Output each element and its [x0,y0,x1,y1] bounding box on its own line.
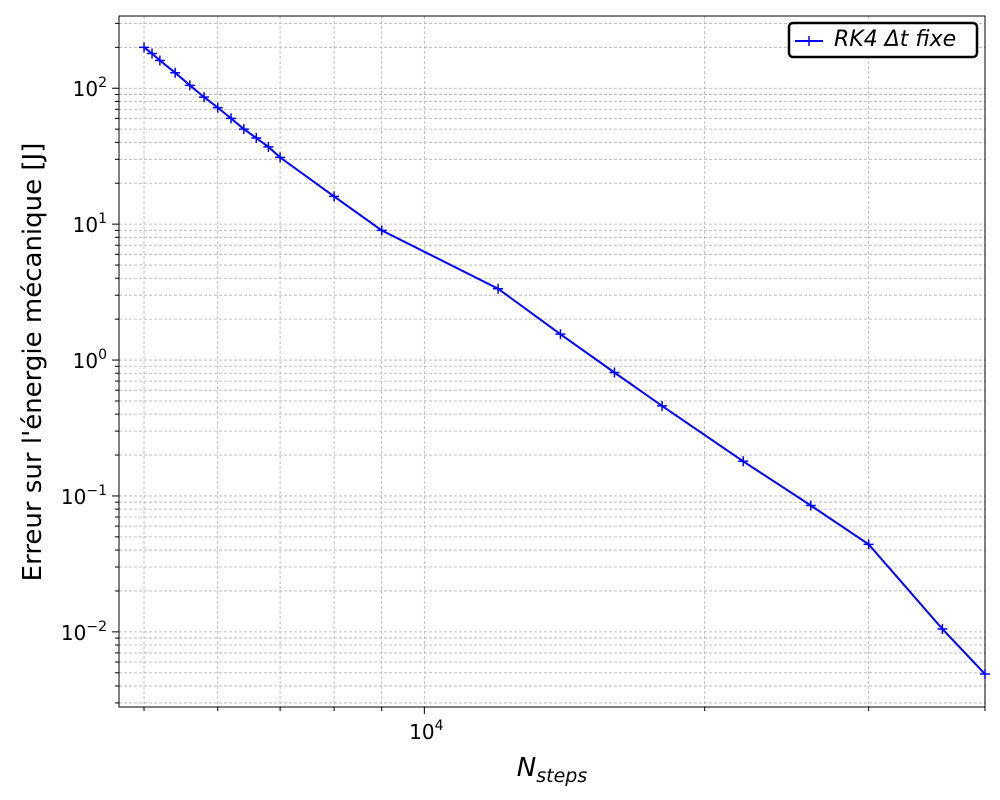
data-point-marker [263,141,274,152]
data-point-marker [170,67,181,78]
y-tick-label-base: 10 [61,485,86,509]
y-tick-label-exponent: 2 [98,75,107,91]
x-tick-label-base: 10 [409,720,434,744]
legend-box [787,21,979,59]
data-point-marker [275,152,286,163]
data-point-marker [493,283,504,294]
data-point-marker [212,102,223,113]
x-axis-title-main: N [517,753,536,783]
y-tick-label-exponent: 0 [98,347,107,363]
data-point-marker [863,539,874,550]
data-point-marker [329,191,340,202]
data-point-marker [251,133,262,144]
y-tick-label: 101 [73,211,107,237]
y-tick-label-base: 10 [73,77,98,101]
plot-area-frame [118,15,986,708]
data-point-marker [657,400,668,411]
data-point-marker [555,329,566,340]
y-tick-label: 102 [73,75,107,101]
y-tick-label-exponent: −1 [86,483,107,499]
x-tick-label: 104 [409,718,443,744]
y-tick-label-exponent: −2 [86,619,107,635]
legend-label: RK4 Δt fixe [834,27,956,52]
data-point-marker [226,113,237,124]
data-point-marker [805,500,816,511]
y-tick-label-exponent: 1 [98,211,107,227]
data-point-marker [199,92,210,103]
data-point-marker [154,55,165,66]
legend: RK4 Δt fixe [787,21,979,59]
y-tick-label: 100 [73,347,107,373]
x-axis-title-subscript: steps [536,765,587,787]
y-tick-label: 10−2 [61,619,107,645]
data-point-marker [609,367,620,378]
series-group [139,42,990,679]
data-point-marker [937,623,948,634]
x-tick-label-exponent: 4 [435,718,444,734]
x-axis-title: Nsteps [517,753,588,787]
data-point-marker [147,48,158,59]
data-point-marker [238,124,249,135]
legend-marker-plus [804,36,814,46]
data-point-marker [139,42,150,53]
y-axis-title: Erreur sur l'énergie mécanique [J] [18,143,48,582]
y-tick-label-base: 10 [61,621,86,645]
data-point-marker [980,668,990,679]
data-point-marker [184,80,195,91]
y-tick-label: 10−1 [61,483,107,509]
data-point-marker [376,225,387,236]
data-point-marker [738,456,749,467]
y-tick-label-base: 10 [73,213,98,237]
y-tick-label-base: 10 [73,349,98,373]
